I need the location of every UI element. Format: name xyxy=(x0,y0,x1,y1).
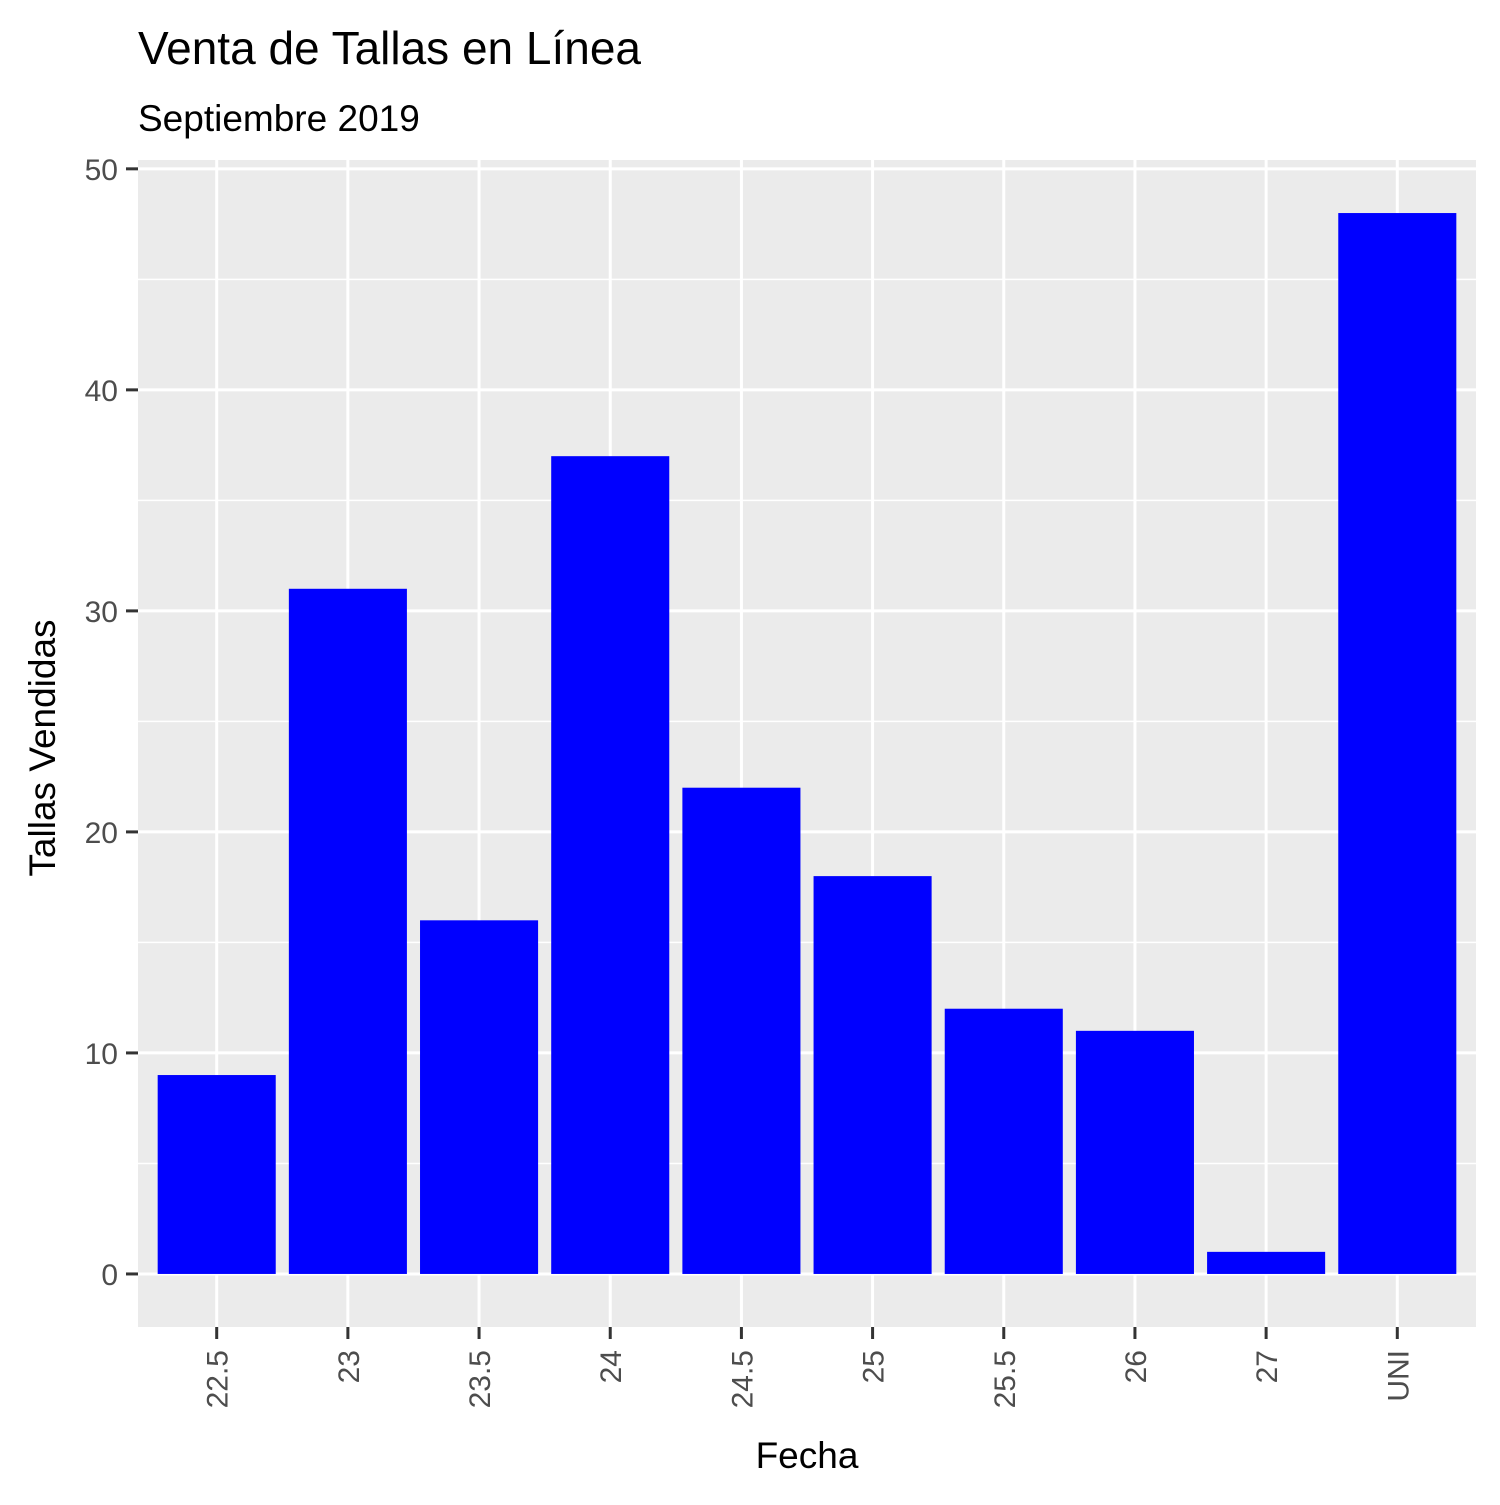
bar-24.5 xyxy=(682,787,801,1274)
y-tick-label: 30 xyxy=(85,596,118,629)
x-axis: 22.5 23 23.5 24 24.5 25 25.5 26 27 UNI xyxy=(202,1327,1415,1408)
y-tick-label: 40 xyxy=(85,375,118,408)
bars-group xyxy=(157,213,1457,1274)
bar-26 xyxy=(1075,1030,1194,1274)
x-tick-label: 22.5 xyxy=(202,1350,235,1408)
chart-title: Venta de Tallas en Línea xyxy=(138,22,641,74)
bar-27 xyxy=(1207,1251,1326,1274)
x-tick-label: 23.5 xyxy=(464,1350,497,1408)
bar-24 xyxy=(551,456,670,1274)
bar-23 xyxy=(288,588,407,1274)
bar-25.5 xyxy=(944,1008,1063,1274)
y-tick-label: 50 xyxy=(85,154,118,187)
x-tick-label: 25.5 xyxy=(989,1350,1022,1408)
x-tick-label: 24.5 xyxy=(726,1350,759,1408)
chart-subtitle: Septiembre 2019 xyxy=(138,98,420,139)
x-tick-label: UNI xyxy=(1382,1350,1415,1402)
y-tick-label: 20 xyxy=(85,817,118,850)
y-tick-label: 0 xyxy=(101,1259,118,1292)
bar-23.5 xyxy=(420,920,539,1274)
bar-25 xyxy=(813,876,932,1274)
x-tick-label: 25 xyxy=(858,1350,891,1383)
bar-UNI xyxy=(1338,213,1457,1274)
y-axis-title: Tallas Vendidas xyxy=(22,619,63,876)
x-tick-label: 23 xyxy=(333,1350,366,1383)
x-tick-label: 24 xyxy=(595,1350,628,1383)
x-axis-title: Fecha xyxy=(756,1435,859,1476)
y-tick-label: 10 xyxy=(85,1038,118,1071)
x-tick-label: 27 xyxy=(1251,1350,1284,1383)
y-axis: 0 10 20 30 40 50 xyxy=(85,154,138,1292)
bar-22.5 xyxy=(157,1075,276,1274)
x-tick-label: 26 xyxy=(1120,1350,1153,1383)
